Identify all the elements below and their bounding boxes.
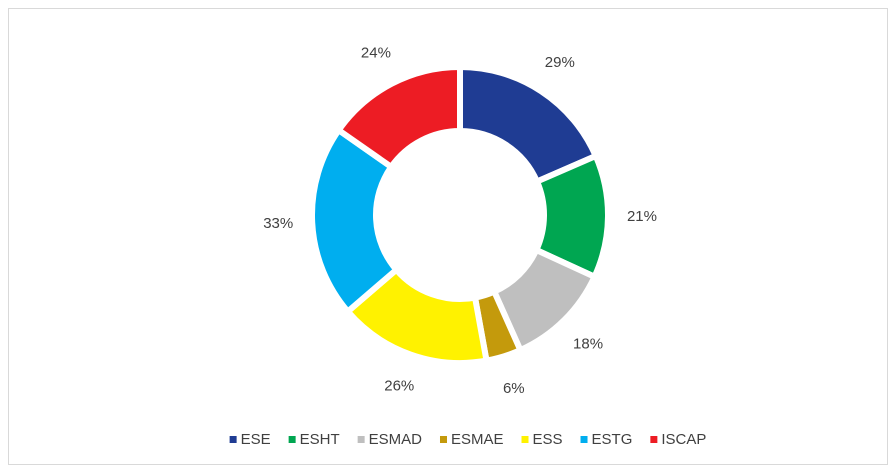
legend-label: ESTG — [592, 431, 633, 448]
data-label: 24% — [361, 45, 391, 62]
legend-swatch — [580, 436, 588, 443]
legend-label: ISCAP — [661, 431, 706, 448]
data-label: 6% — [503, 380, 525, 397]
data-label: 21% — [627, 208, 657, 225]
data-label: 26% — [384, 378, 414, 395]
data-label: 33% — [263, 215, 293, 232]
legend-swatch — [650, 436, 658, 443]
legend-label: ESS — [533, 431, 563, 448]
data-label: 29% — [545, 54, 575, 71]
legend-label: ESMAD — [369, 431, 423, 448]
legend-swatch — [229, 436, 237, 443]
donut-slice — [334, 63, 463, 172]
legend-label: ESHT — [300, 431, 340, 448]
legend-swatch — [288, 436, 296, 443]
data-label: 18% — [573, 335, 603, 352]
legend-swatch — [439, 436, 447, 443]
legend-label: ESE — [241, 431, 271, 448]
legend-swatch — [357, 436, 365, 443]
donut-slice — [309, 125, 401, 316]
legend-swatch — [521, 436, 529, 443]
legend-label: ESMAE — [451, 431, 504, 448]
